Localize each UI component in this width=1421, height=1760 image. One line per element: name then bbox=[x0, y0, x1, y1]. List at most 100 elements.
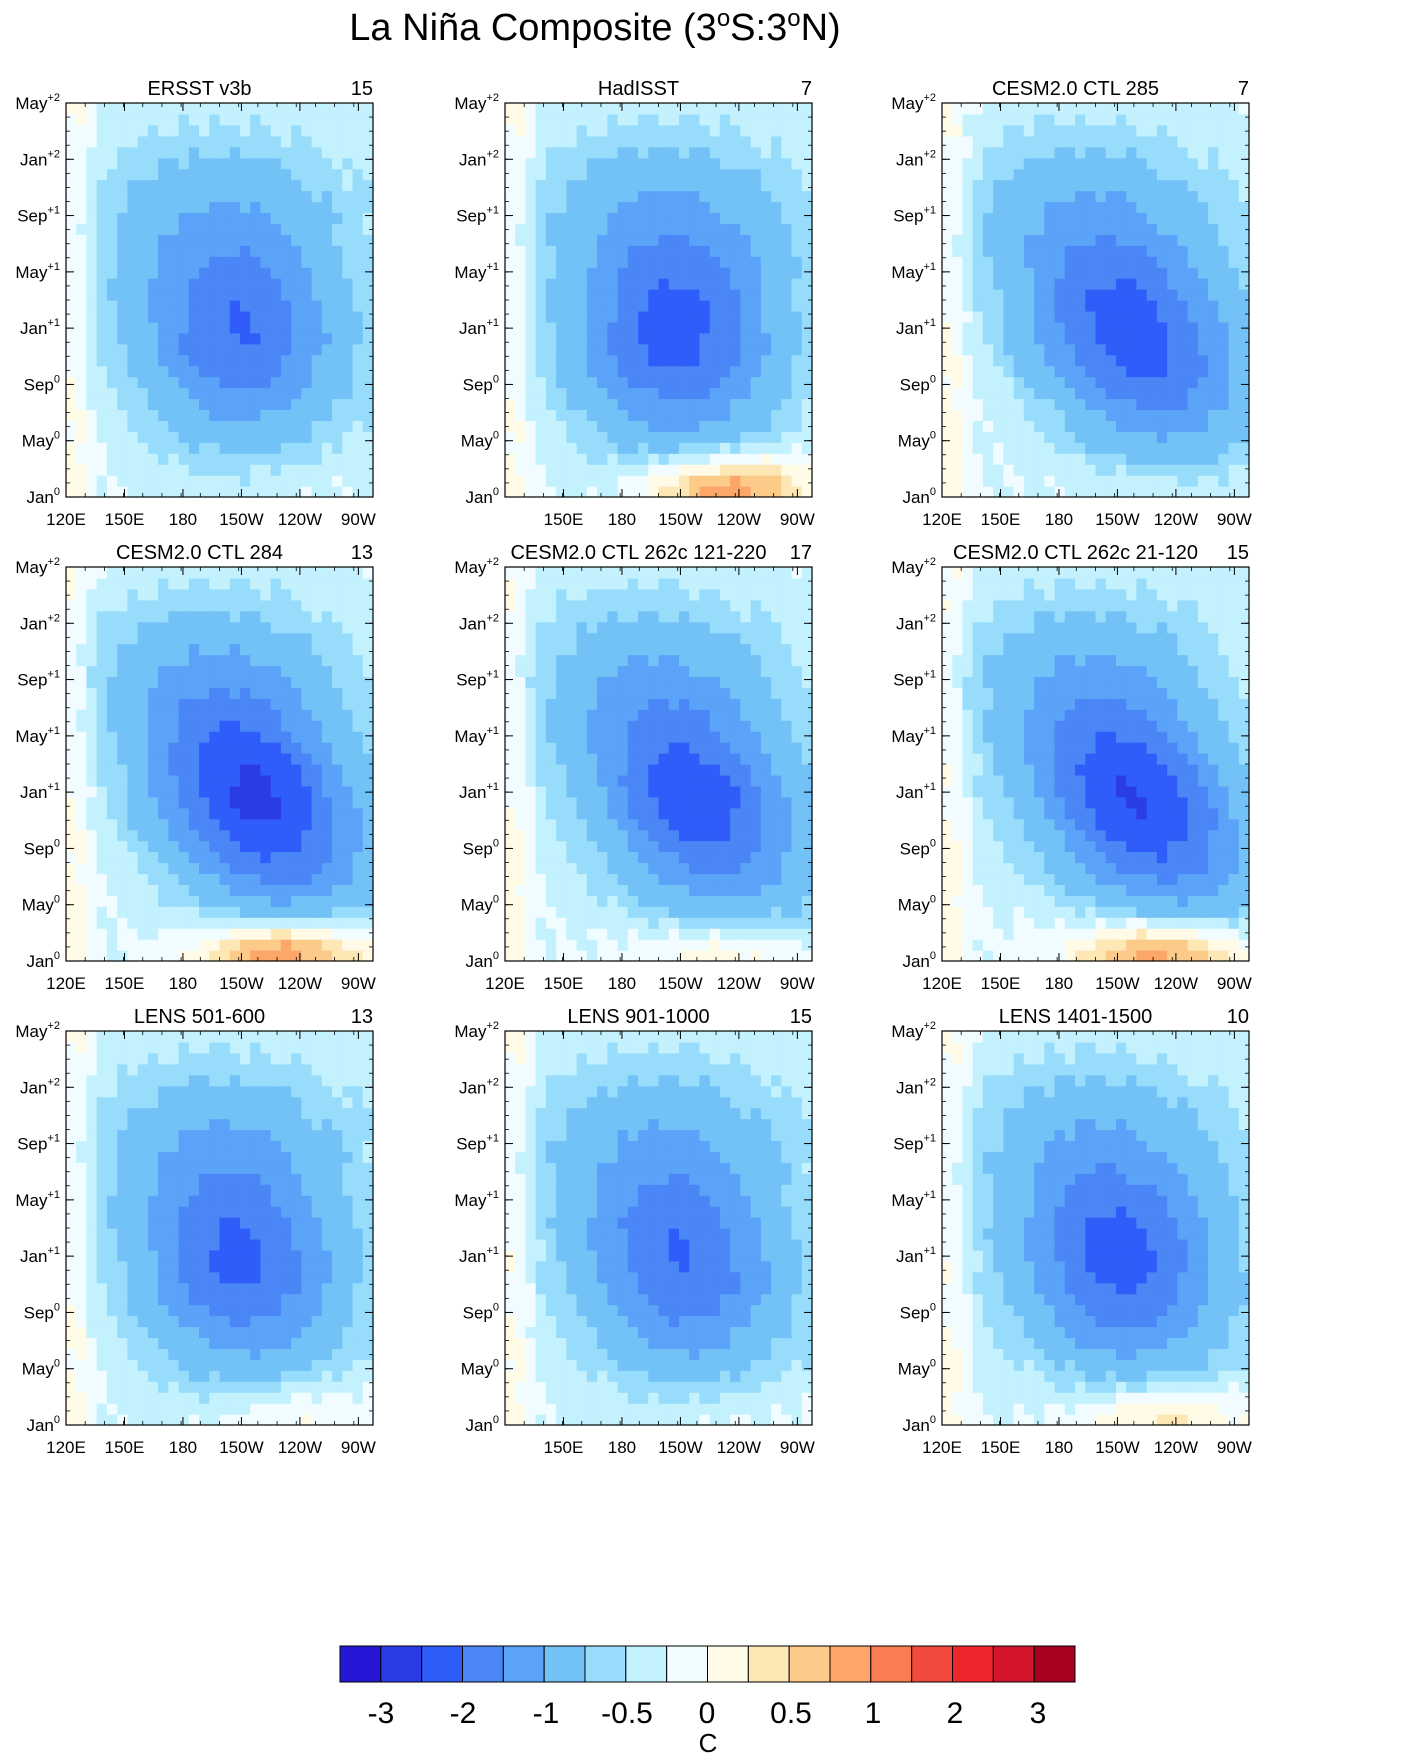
heatmap-cell bbox=[1136, 365, 1148, 378]
heatmap-cell bbox=[1156, 278, 1168, 290]
heatmap-cell bbox=[66, 950, 77, 962]
heatmap-cell bbox=[982, 168, 994, 181]
heatmap-cell bbox=[342, 687, 354, 699]
heatmap-cell bbox=[239, 157, 251, 170]
heatmap-cell bbox=[362, 818, 374, 831]
heatmap-cell bbox=[535, 829, 547, 842]
heatmap-cell bbox=[525, 753, 537, 765]
heatmap-cell bbox=[209, 709, 221, 721]
heatmap-cell bbox=[1023, 310, 1035, 323]
heatmap-cell bbox=[1044, 135, 1056, 148]
heatmap-cell bbox=[791, 179, 803, 192]
heatmap-cell bbox=[545, 475, 557, 487]
heatmap-cell bbox=[250, 135, 262, 148]
heatmap-cell bbox=[709, 124, 721, 137]
heatmap-cell bbox=[801, 256, 813, 268]
heatmap-cell bbox=[229, 409, 241, 421]
heatmap-cell bbox=[952, 113, 964, 126]
heatmap-cell bbox=[972, 190, 984, 203]
heatmap-cell bbox=[1167, 409, 1178, 421]
heatmap-cell bbox=[250, 774, 262, 787]
heatmap-cell bbox=[1126, 420, 1138, 432]
heatmap-cell bbox=[168, 906, 180, 918]
heatmap-cell bbox=[352, 764, 364, 776]
heatmap-cell bbox=[1238, 409, 1250, 421]
heatmap-cell bbox=[66, 420, 77, 432]
heatmap-cell bbox=[982, 420, 994, 432]
heatmap-cell bbox=[597, 190, 608, 203]
heatmap-cell bbox=[301, 588, 313, 601]
heatmap-cell bbox=[178, 310, 190, 323]
heatmap-cell bbox=[311, 420, 323, 432]
heatmap-cell bbox=[250, 343, 262, 356]
heatmap-cell bbox=[586, 453, 598, 465]
heatmap-cell bbox=[96, 442, 108, 454]
heatmap-cell bbox=[791, 212, 803, 224]
heatmap-cell bbox=[658, 289, 670, 301]
heatmap-cell bbox=[199, 486, 210, 498]
heatmap-cell bbox=[740, 310, 752, 323]
heatmap-cell bbox=[362, 332, 374, 345]
heatmap-cell bbox=[993, 234, 1004, 246]
heatmap-cell bbox=[106, 709, 118, 721]
heatmap-cell bbox=[86, 376, 98, 389]
heatmap-cell bbox=[1003, 223, 1015, 235]
heatmap-cell bbox=[1023, 289, 1035, 301]
heatmap-cell bbox=[332, 742, 343, 754]
heatmap-cell bbox=[199, 621, 210, 634]
heatmap-cell bbox=[719, 420, 731, 432]
heatmap-cell bbox=[106, 124, 118, 137]
heatmap-cell bbox=[730, 475, 741, 487]
heatmap-cell bbox=[178, 654, 190, 667]
heatmap-cell bbox=[576, 289, 588, 301]
heatmap-cell bbox=[219, 917, 231, 929]
heatmap-cell bbox=[1197, 256, 1209, 268]
heatmap-cell bbox=[709, 245, 721, 257]
heatmap-cell bbox=[1208, 354, 1219, 367]
heatmap-cell bbox=[1228, 431, 1240, 443]
heatmap-cell bbox=[617, 289, 629, 301]
heatmap-cell bbox=[1167, 387, 1178, 400]
heatmap-cell bbox=[709, 212, 721, 224]
heatmap-cell bbox=[658, 212, 670, 224]
heatmap-cell bbox=[250, 753, 262, 765]
heatmap-cell bbox=[1023, 486, 1035, 498]
heatmap-cell bbox=[1228, 475, 1240, 487]
heatmap-cell bbox=[627, 343, 639, 356]
heatmap-cell bbox=[188, 753, 200, 765]
heatmap-cell bbox=[515, 807, 527, 820]
heatmap-cell bbox=[1136, 475, 1148, 487]
heatmap-cell bbox=[1228, 453, 1240, 465]
heatmap-cell bbox=[1085, 343, 1097, 356]
heatmap-cell bbox=[117, 223, 128, 235]
heatmap-cell bbox=[1146, 289, 1158, 301]
heatmap-cell bbox=[1208, 124, 1219, 137]
heatmap-cell bbox=[291, 687, 302, 699]
heatmap-cell bbox=[607, 321, 619, 334]
heatmap-cell bbox=[982, 190, 994, 203]
heatmap-cell bbox=[972, 212, 984, 224]
heatmap-cell bbox=[993, 475, 1004, 487]
heatmap-cell bbox=[311, 146, 323, 159]
heatmap-cell bbox=[1197, 113, 1209, 126]
heatmap-cell bbox=[1003, 332, 1015, 345]
heatmap-cell bbox=[219, 818, 231, 831]
y-tick-label: May+2 bbox=[15, 92, 60, 113]
heatmap-cell bbox=[1197, 321, 1209, 334]
heatmap-cell bbox=[730, 300, 741, 312]
heatmap-cell bbox=[972, 310, 984, 323]
heatmap-cell bbox=[952, 486, 964, 498]
heatmap-cell bbox=[158, 720, 169, 732]
heatmap-cell bbox=[332, 179, 343, 192]
heatmap-cell bbox=[597, 398, 608, 411]
heatmap-cell bbox=[699, 442, 711, 454]
heatmap-cell bbox=[597, 179, 608, 192]
heatmap-cell bbox=[1115, 146, 1127, 159]
heatmap-cell bbox=[76, 398, 88, 411]
heatmap-cell bbox=[168, 300, 180, 312]
heatmap-cell bbox=[1013, 201, 1025, 214]
heatmap-cell bbox=[127, 343, 139, 356]
heatmap-cell bbox=[1023, 103, 1035, 115]
heatmap-cell bbox=[209, 453, 221, 465]
heatmap-cell bbox=[1034, 278, 1045, 290]
